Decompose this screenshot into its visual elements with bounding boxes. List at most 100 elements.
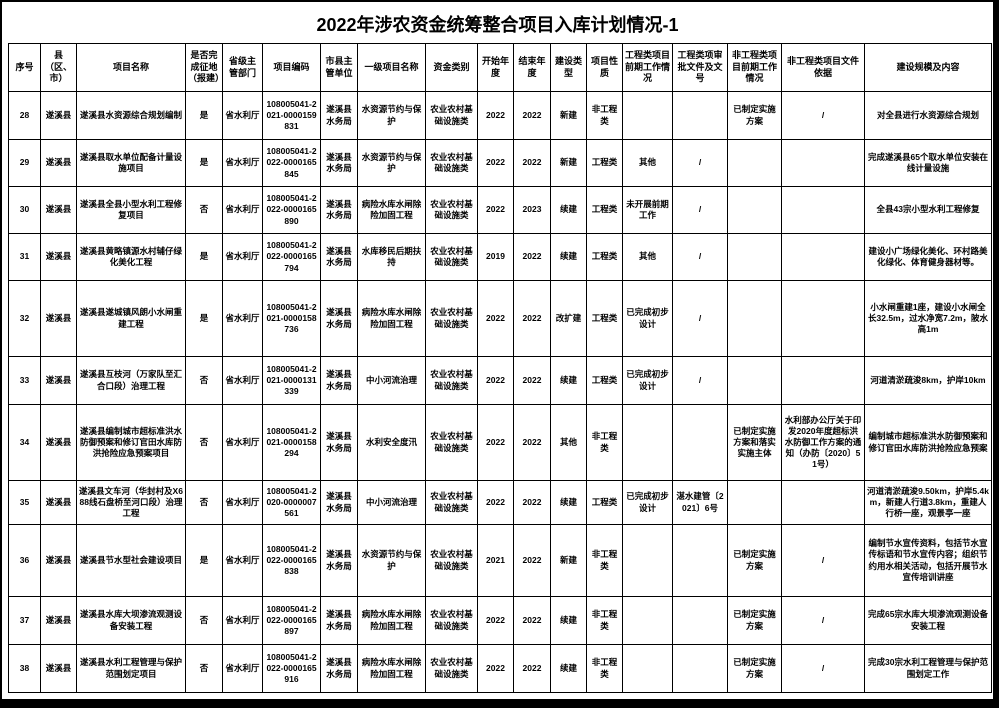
table-cell: 30: [8, 186, 41, 234]
table-cell: 遂溪县: [40, 524, 77, 597]
table-cell: 33: [8, 356, 41, 405]
table-cell: /: [672, 186, 728, 234]
page-title: 2022年涉农资金统筹整合项目入库计划情况-1: [316, 15, 679, 35]
table-cell: 已完成初步设计: [622, 480, 673, 525]
table-cell: 108005041-2020-0000007561: [262, 480, 321, 525]
table-cell: 农业农村基础设施类: [425, 596, 478, 645]
table-cell: 改扩建: [550, 280, 587, 357]
header-cell: 项目性质: [586, 43, 623, 92]
table-cell: /: [781, 91, 865, 140]
table-cell: [781, 186, 865, 234]
table-cell: 29: [8, 139, 41, 187]
table-cell: /: [672, 139, 728, 187]
table-cell: 遂溪县水务局: [320, 139, 358, 187]
table-cell: 2022: [513, 139, 551, 187]
table-cell: 遂溪县: [40, 596, 77, 645]
table-cell: 农业农村基础设施类: [425, 524, 478, 597]
table-cell: 水资源节约与保护: [357, 524, 426, 597]
table-cell: 水资源节约与保护: [357, 91, 426, 140]
table-row: 38 遂溪县 遂溪县水利工程管理与保护范围划定项目否省水利厅 108005041-20…: [8, 644, 992, 693]
table-cell: 已制定实施方案和落实实施主体: [727, 404, 782, 481]
table-cell: 否: [185, 596, 223, 645]
table-cell: [781, 139, 865, 187]
table-cell: 108005041-2021-0000158294: [262, 404, 321, 481]
table-cell: /: [672, 233, 728, 281]
header-cell: 资金类别: [425, 43, 478, 92]
table-cell: 遂溪县水利工程管理与保护范围划定项目: [76, 644, 186, 693]
table-cell: 省水利厅: [222, 524, 263, 597]
table-cell: 2022: [477, 91, 514, 140]
table-cell: 省水利厅: [222, 596, 263, 645]
table-cell: [672, 524, 728, 597]
table-cell: 农业农村基础设施类: [425, 644, 478, 693]
table-cell: 2022: [513, 404, 551, 481]
table-cell: /: [672, 356, 728, 405]
table-cell: 遂溪县: [40, 186, 77, 234]
table-cell: 遂溪县水务局: [320, 280, 358, 357]
table-cell: 新建: [550, 139, 587, 187]
table-cell: 是: [185, 233, 223, 281]
table-cell: 非工程类: [586, 404, 623, 481]
table-cell: 遂溪县遂城镇风朗小水闸重建工程: [76, 280, 186, 357]
table-cell: 工程类: [586, 139, 623, 187]
header-cell: 建设规模及内容: [864, 43, 992, 92]
table-cell: 完成65宗水库大坝渗流观测设备安装工程: [864, 596, 992, 645]
table-cell: 108005041-2021-0000159831: [262, 91, 321, 140]
table-cell: 遂溪县互枝河（万家队至汇合口段）治理工程: [76, 356, 186, 405]
table-cell: 省水利厅: [222, 139, 263, 187]
table-cell: 108005041-2022-0000165916: [262, 644, 321, 693]
table-cell: /: [781, 524, 865, 597]
table-cell: 已制定实施方案: [727, 524, 782, 597]
table-cell: 其他: [550, 404, 587, 481]
table-cell: [622, 91, 673, 140]
table-cell: 35: [8, 480, 41, 525]
table-cell: 34: [8, 404, 41, 481]
table-cell: 工程类: [586, 233, 623, 281]
header-cell: 省级主管部门: [222, 43, 263, 92]
table-cell: 108005041-2022-0000165845: [262, 139, 321, 187]
table-cell: [622, 524, 673, 597]
table-cell: 2022: [477, 280, 514, 357]
table-cell: 2022: [477, 404, 514, 481]
table-cell: [781, 356, 865, 405]
table-cell: 否: [185, 356, 223, 405]
table-cell: 是: [185, 524, 223, 597]
table-cell: 其他: [622, 233, 673, 281]
header-cell: 非工程类项目前期工作情况: [727, 43, 782, 92]
table-cell: 编制城市超标准洪水防御预案和修订官田水库防洪抢险应急预案: [864, 404, 992, 481]
table-cell: 湛水建管〔2021〕6号: [672, 480, 728, 525]
table-cell: 农业农村基础设施类: [425, 186, 478, 234]
table-row: 32 遂溪县 遂溪县遂城镇风朗小水闸重建工程是省水利厅 108005041-2021-…: [8, 280, 992, 357]
table-cell: 2022: [513, 356, 551, 405]
table-body: 28 遂溪县 遂溪县水资源综合规划编制是省水利厅 108005041-2021-000…: [8, 91, 992, 693]
header-cell: 市县主管单位: [320, 43, 358, 92]
table-cell: 遂溪县文车河（华封村及X688线石盘桥至河口段）治理工程: [76, 480, 186, 525]
table-cell: 遂溪县水务局: [320, 480, 358, 525]
header-cell: 工程类项审批文件及文号: [672, 43, 728, 92]
table-cell: 工程类: [586, 280, 623, 357]
table-cell: 遂溪县水务局: [320, 233, 358, 281]
table-cell: 中小河流治理: [357, 480, 426, 525]
table-cell: [781, 280, 865, 357]
table-cell: 续建: [550, 480, 587, 525]
table-cell: 31: [8, 233, 41, 281]
table-cell: 省水利厅: [222, 280, 263, 357]
table-cell: [622, 404, 673, 481]
table-cell: 新建: [550, 524, 587, 597]
table-cell: 36: [8, 524, 41, 597]
table-cell: 工程类: [586, 356, 623, 405]
table-cell: 遂溪县水库大坝渗流观测设备安装工程: [76, 596, 186, 645]
header-cell: 开始年度: [477, 43, 514, 92]
table-cell: 遂溪县: [40, 233, 77, 281]
table-cell: 2022: [477, 480, 514, 525]
table-cell: 37: [8, 596, 41, 645]
table-cell: 2022: [477, 186, 514, 234]
table-cell: 省水利厅: [222, 404, 263, 481]
table-row: 34 遂溪县 遂溪县编制城市超标准洪水防御预案和修订官田水库防洪抢险应急预案项目否省…: [8, 404, 992, 481]
table-cell: 病险水库水闸除险加固工程: [357, 186, 426, 234]
table-cell: 续建: [550, 644, 587, 693]
table-cell: 是: [185, 139, 223, 187]
table-cell: 水利部办公厅关于印发2020年度超标洪水防御工作方案的通知（办防〔2020〕51…: [781, 404, 865, 481]
table-row: 30 遂溪县 遂溪县全县小型水利工程修复项目否省水利厅 108005041-2022-…: [8, 186, 992, 234]
